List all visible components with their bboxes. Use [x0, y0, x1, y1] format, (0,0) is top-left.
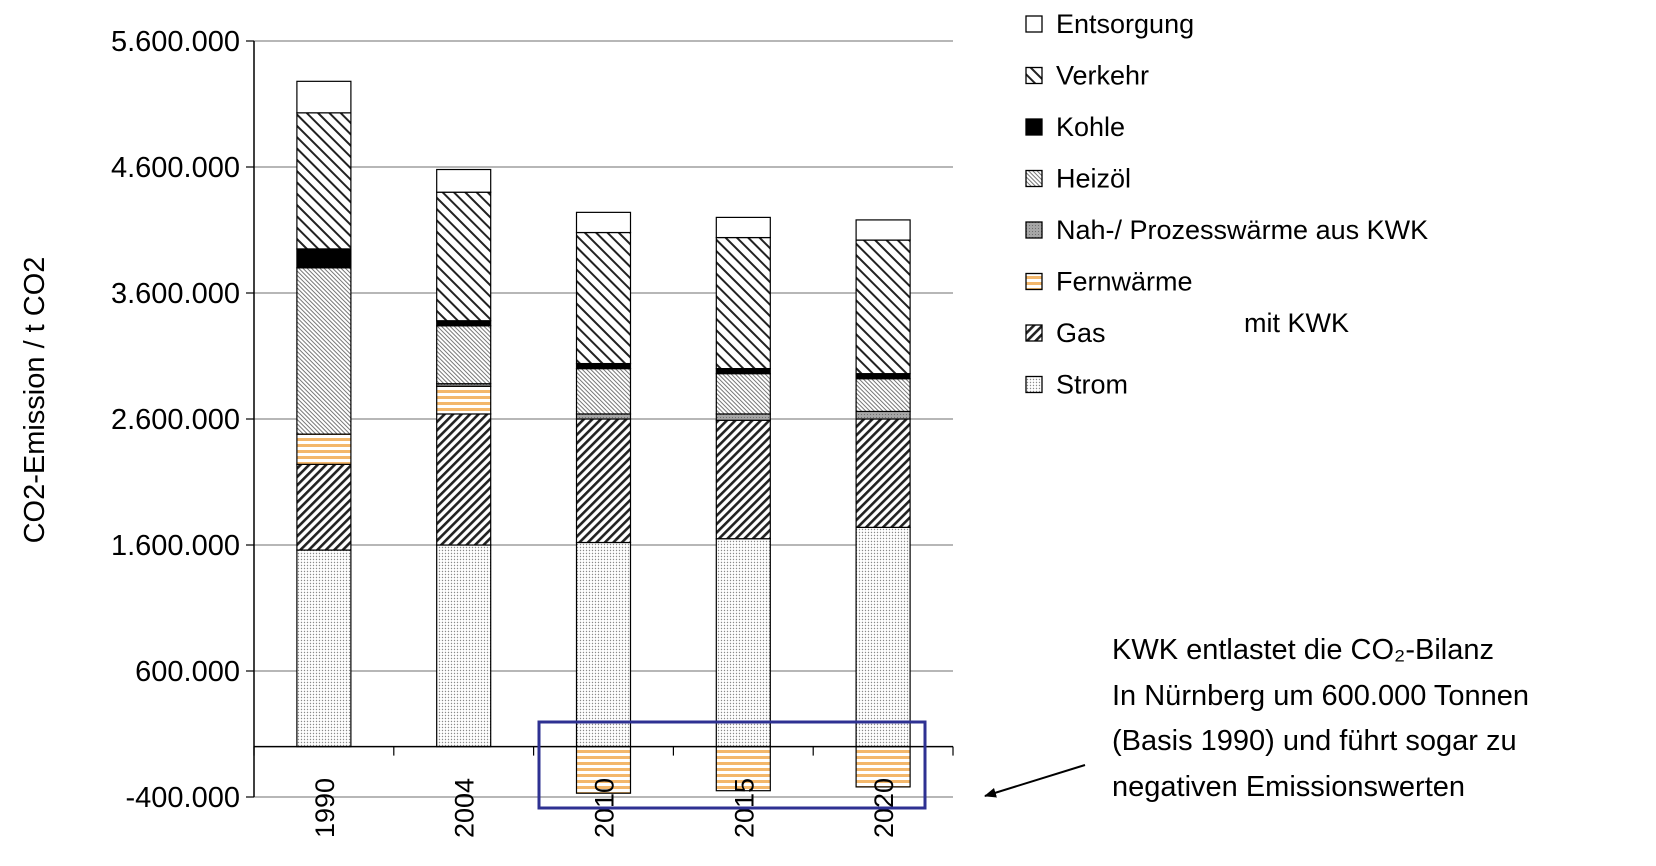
y-tick-label: 1.600.000 [111, 530, 240, 562]
bar-segment [855, 219, 911, 241]
y-tick-label: 2.600.000 [111, 404, 240, 436]
bar-segment [715, 745, 771, 792]
bar-segment [715, 419, 771, 540]
bar-segment [855, 418, 911, 528]
y-tick-label: 3.600.000 [111, 278, 240, 310]
bar-segment [436, 385, 492, 415]
x-tick-label: 2004 [450, 778, 480, 838]
bar-segment [715, 216, 771, 239]
legend-swatch [1025, 375, 1043, 394]
bar-segment [855, 373, 911, 380]
bar-segment [296, 549, 352, 748]
bar-segment [575, 541, 632, 748]
annotation-text: KWK entlastet die CO₂-Bilanz In Nürnberg… [1112, 634, 1529, 803]
legend-swatch [1025, 324, 1043, 342]
bar-segment [855, 526, 911, 748]
bar-segment [436, 413, 492, 546]
legend-extra-note: mit KWK [1244, 308, 1349, 338]
legend-label: Heizöl [1056, 164, 1131, 194]
legend-swatch [1025, 15, 1043, 33]
bar-segment [575, 418, 632, 544]
legend-label: Kohle [1056, 112, 1125, 142]
bar-stacks [296, 80, 911, 794]
kwk-highlight-box [537, 720, 927, 810]
bar-segment [436, 191, 492, 322]
legend-swatch [1025, 66, 1043, 85]
annotation-line-2: In Nürnberg um 600.000 Tonnen [1112, 680, 1529, 712]
legend-label: Nah-/ Prozesswärme aus KWK [1056, 215, 1428, 245]
bar-segment [575, 231, 632, 365]
bar-segment [296, 267, 352, 435]
annotation-line-3: (Basis 1990) und führt sogar zu [1112, 725, 1517, 757]
bar-segment [855, 410, 911, 420]
bar-segment [296, 433, 352, 465]
y-axis-title: CO2-Emission / t CO2 [19, 257, 51, 544]
y-tick-label: 5.600.000 [111, 26, 240, 58]
axes [246, 40, 954, 798]
y-tick-label: -400.000 [126, 782, 241, 814]
y-tick-label: 4.600.000 [111, 152, 240, 184]
legend-label: Verkehr [1056, 61, 1149, 91]
bar-segment [436, 544, 492, 748]
bar-segment [296, 80, 352, 114]
bar-segment [436, 168, 492, 193]
annotation-arrow [984, 764, 1086, 798]
annotation-line-1: KWK entlastet die CO₂-Bilanz [1112, 634, 1494, 666]
bar-segment [855, 378, 911, 413]
bar-segment [575, 211, 632, 234]
bar-segment [575, 368, 632, 415]
bar-segment [575, 413, 632, 420]
bar-segment [436, 320, 492, 327]
y-tick-label: 600.000 [135, 656, 240, 688]
bar-segment [855, 239, 911, 375]
legend-swatch [1025, 169, 1043, 188]
bar-segment [715, 538, 771, 748]
bar-segment [715, 236, 771, 370]
legend-swatch [1025, 118, 1043, 136]
legend-swatch [1025, 221, 1043, 239]
bar-segment [715, 413, 771, 421]
legend-swatch [1025, 272, 1043, 291]
legend-label: Fernwärme [1056, 267, 1193, 297]
annotation-line-4: negativen Emissionswerten [1112, 771, 1465, 803]
legend-label: Strom [1056, 370, 1128, 400]
legend-label: Entsorgung [1056, 9, 1194, 39]
bar-segment [296, 463, 352, 551]
bar-segment [715, 368, 771, 375]
axis-labels: -400.000 600.000 1.600.000 2.600.000 3.600.0… [111, 26, 899, 838]
bar-segment [575, 362, 632, 370]
bar-segment [436, 325, 492, 385]
bar-segment [855, 745, 911, 788]
bar-segment [296, 112, 352, 250]
bar-segment [296, 248, 352, 269]
legend: Entsorgung Verkehr Kohle Heizöl Nah-/ Prozes… [1025, 9, 1428, 400]
bar-segment [715, 373, 771, 415]
legend-label: Gas [1056, 318, 1106, 348]
x-tick-label: 1990 [310, 778, 340, 838]
